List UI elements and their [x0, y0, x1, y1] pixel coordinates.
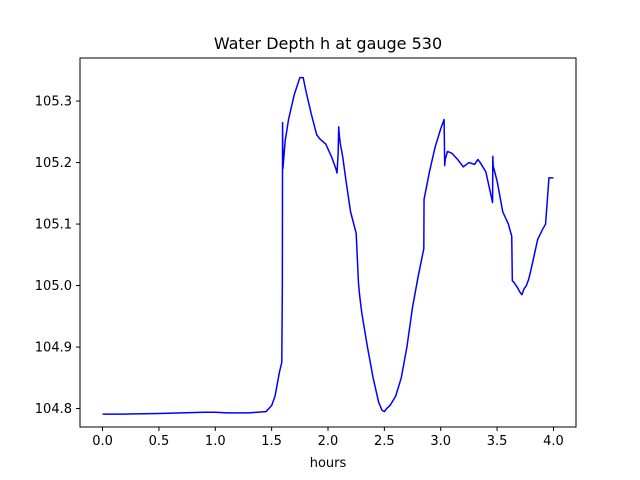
x-tick-label: 1.0: [205, 434, 226, 449]
x-tick-label: 2.5: [374, 434, 395, 449]
x-tick-label: 2.0: [318, 434, 339, 449]
plot-area: [102, 76, 554, 415]
y-axis: 104.8 104.9 105.0 105.1 105.2 105.3: [35, 95, 80, 417]
x-tick-label: 3.5: [487, 434, 508, 449]
y-tick-label: 105.1: [35, 218, 72, 233]
x-tick-label: 1.5: [261, 434, 282, 449]
y-tick-label: 105.3: [35, 95, 72, 110]
y-tick-label: 104.9: [35, 341, 72, 356]
chart-title: Water Depth h at gauge 530: [214, 34, 442, 53]
y-tick-label: 104.8: [35, 402, 72, 417]
x-tick-label: 3.0: [430, 434, 451, 449]
x-tick-label: 4.0: [543, 434, 564, 449]
x-axis: 0.0 0.5 1.0 1.5 2.0 2.5 3.0 3.5 4.0: [92, 427, 564, 449]
series-line: [102, 76, 554, 415]
x-tick-label: 0.5: [149, 434, 170, 449]
x-tick-label: 0.0: [92, 434, 113, 449]
x-axis-label: hours: [310, 456, 347, 471]
y-tick-label: 105.2: [35, 156, 72, 171]
y-tick-label: 105.0: [35, 279, 72, 294]
